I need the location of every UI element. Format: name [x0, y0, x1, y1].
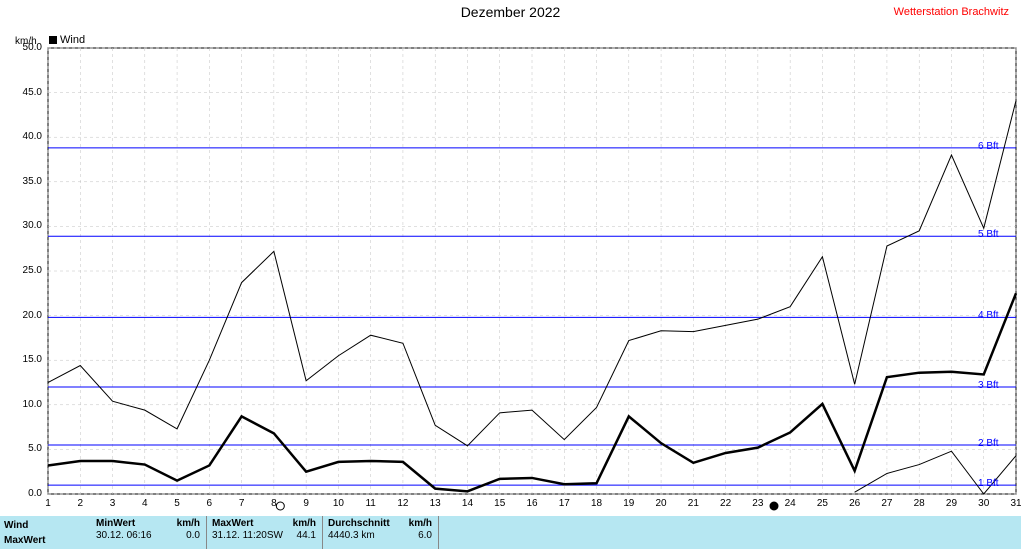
stat-avg: Durchschnitt km/h 4440.3 km 6.0 — [322, 516, 439, 549]
x-tick: 24 — [780, 498, 800, 509]
y-tick: 45.0 — [10, 87, 42, 98]
stat-avg-head: Durchschnitt — [328, 518, 390, 529]
bft-label: 5 Bft — [978, 229, 999, 240]
y-tick: 50.0 — [10, 42, 42, 53]
stat-min-head: MinWert — [96, 518, 135, 529]
bft-label: 3 Bft — [978, 380, 999, 391]
x-tick: 4 — [135, 498, 155, 509]
y-tick: 20.0 — [10, 310, 42, 321]
stat-avg-dist: 4440.3 km — [328, 530, 375, 541]
bft-label: 6 Bft — [978, 141, 999, 152]
x-tick: 20 — [651, 498, 671, 509]
stat-min-value: 0.0 — [186, 530, 206, 541]
x-tick: 11 — [361, 498, 381, 509]
x-tick: 12 — [393, 498, 413, 509]
x-tick: 18 — [587, 498, 607, 509]
stats-row-wind: Wind — [4, 520, 28, 531]
x-tick: 22 — [716, 498, 736, 509]
x-tick: 2 — [70, 498, 90, 509]
x-tick: 23 — [748, 498, 768, 509]
wind-chart — [0, 0, 1021, 516]
y-tick: 40.0 — [10, 131, 42, 142]
x-tick: 5 — [167, 498, 187, 509]
x-tick: 14 — [457, 498, 477, 509]
stat-max-value: 44.1 — [297, 530, 322, 541]
stat-min-unit: km/h — [177, 518, 206, 529]
x-tick: 16 — [522, 498, 542, 509]
bft-label: 2 Bft — [978, 438, 999, 449]
x-tick: 13 — [425, 498, 445, 509]
stat-max: MaxWert km/h 31.12. 11:20SW 44.1 — [206, 516, 323, 549]
x-tick: 6 — [199, 498, 219, 509]
stat-max-dir: SW — [267, 530, 283, 541]
x-tick: 29 — [941, 498, 961, 509]
stat-max-unit: km/h — [293, 518, 322, 529]
x-tick: 8 — [264, 498, 284, 509]
x-tick: 27 — [877, 498, 897, 509]
y-tick: 25.0 — [10, 265, 42, 276]
x-tick: 17 — [554, 498, 574, 509]
x-tick: 3 — [103, 498, 123, 509]
y-tick: 30.0 — [10, 220, 42, 231]
stat-avg-unit: km/h — [409, 518, 438, 529]
x-tick: 31 — [1006, 498, 1021, 509]
stat-min-date: 30.12. 06:16 — [96, 530, 152, 541]
y-tick: 15.0 — [10, 354, 42, 365]
x-tick: 30 — [974, 498, 994, 509]
stats-row-max: MaxWert — [4, 535, 46, 546]
x-tick: 19 — [619, 498, 639, 509]
x-tick: 21 — [683, 498, 703, 509]
x-tick: 25 — [812, 498, 832, 509]
stat-max-head: MaxWert — [212, 518, 254, 529]
y-tick: 5.0 — [10, 443, 42, 454]
y-tick: 35.0 — [10, 176, 42, 187]
stat-min: MinWert km/h 30.12. 06:16 0.0 — [90, 516, 207, 549]
x-tick: 9 — [296, 498, 316, 509]
x-tick: 28 — [909, 498, 929, 509]
bft-label: 4 Bft — [978, 310, 999, 321]
bft-label: 1 Bft — [978, 478, 999, 489]
x-tick: 10 — [328, 498, 348, 509]
stat-max-date: 31.12. 11:20 — [212, 530, 267, 541]
x-tick: 1 — [38, 498, 58, 509]
chart-container: Dezember 2022 Wetterstation Brachwitz km… — [0, 0, 1021, 549]
stat-avg-value: 6.0 — [418, 530, 438, 541]
x-tick: 15 — [490, 498, 510, 509]
x-tick: 7 — [232, 498, 252, 509]
stats-bar: Wind MaxWert MinWert km/h 30.12. 06:16 0.0… — [0, 516, 1021, 549]
y-tick: 10.0 — [10, 399, 42, 410]
x-tick: 26 — [845, 498, 865, 509]
